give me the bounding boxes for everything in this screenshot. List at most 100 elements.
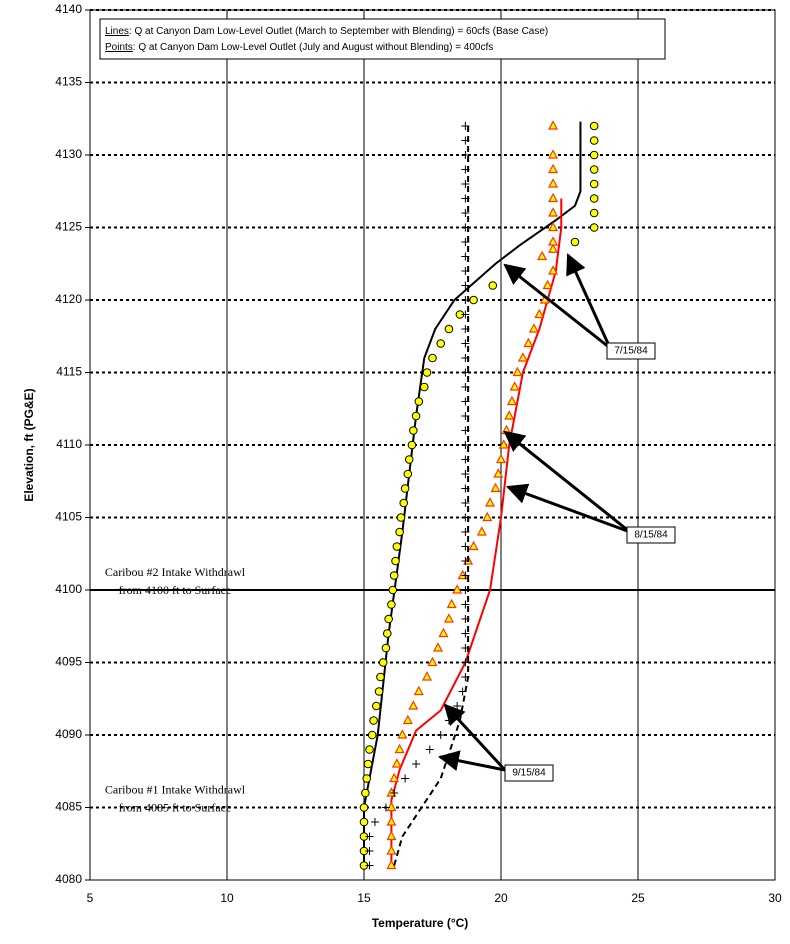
x-axis-label: Temperature (°C) bbox=[372, 916, 469, 930]
circle-point bbox=[411, 411, 421, 421]
circle-point bbox=[389, 571, 399, 580]
profile-line bbox=[390, 198, 563, 866]
circle-point bbox=[372, 701, 381, 711]
plus-point bbox=[461, 557, 470, 565]
plus-point bbox=[461, 238, 470, 246]
triangle-point bbox=[548, 243, 559, 253]
circle-point bbox=[428, 353, 437, 363]
triangle-point bbox=[389, 772, 400, 783]
plus-point bbox=[461, 470, 470, 478]
circle-point bbox=[589, 179, 599, 189]
circle-point bbox=[359, 803, 369, 812]
plus-point bbox=[461, 267, 470, 275]
plus-point bbox=[401, 774, 410, 783]
circle-point bbox=[589, 121, 599, 131]
circle-point bbox=[395, 527, 404, 537]
plus-point bbox=[461, 397, 470, 406]
profile-line bbox=[393, 126, 470, 866]
plus-point bbox=[370, 818, 379, 826]
circle-point bbox=[469, 295, 478, 305]
callout-arrow bbox=[503, 263, 611, 350]
circle-point bbox=[359, 817, 369, 827]
triangle-point bbox=[432, 642, 443, 652]
plus-point bbox=[461, 412, 470, 420]
circle-point bbox=[387, 600, 396, 609]
circle-point bbox=[399, 498, 409, 508]
circle-point bbox=[403, 469, 413, 479]
y-tick-label: 4110 bbox=[56, 437, 82, 451]
circle-point bbox=[382, 629, 392, 638]
plus-point bbox=[461, 368, 470, 377]
triangle-point bbox=[517, 352, 528, 362]
triangle-point bbox=[534, 308, 545, 319]
triangle-point bbox=[509, 381, 520, 391]
y-tick-label: 4080 bbox=[55, 872, 82, 886]
circle-point bbox=[419, 382, 429, 392]
triangle-point bbox=[443, 613, 454, 623]
circle-point bbox=[392, 542, 402, 551]
x-tick-label: 25 bbox=[631, 891, 645, 905]
triangle-point bbox=[548, 163, 559, 174]
x-tick-label: 15 bbox=[357, 891, 371, 905]
y-tick-label: 4085 bbox=[55, 800, 82, 814]
circle-point bbox=[374, 687, 384, 696]
triangle-point bbox=[397, 729, 408, 739]
triangle-point bbox=[413, 685, 424, 696]
legend-entry: Points: Q at Canyon Dam Low-Level Outlet… bbox=[105, 42, 493, 53]
legend-key: Points bbox=[105, 42, 133, 53]
triangle-point bbox=[512, 366, 523, 377]
circle-point bbox=[381, 643, 391, 653]
plot-frame bbox=[89, 9, 776, 881]
triangle-point bbox=[427, 656, 438, 667]
plus-point bbox=[461, 339, 470, 348]
circle-point bbox=[391, 556, 400, 566]
plus-point bbox=[436, 731, 445, 739]
triangle-point bbox=[506, 395, 517, 406]
x-tick-label: 30 bbox=[768, 891, 782, 905]
triangle-point bbox=[394, 743, 405, 754]
triangle-point bbox=[542, 279, 553, 290]
plus-point bbox=[390, 789, 399, 797]
circle-point bbox=[407, 440, 417, 450]
plus-point bbox=[461, 673, 470, 681]
circle-point bbox=[404, 455, 414, 464]
triangle-point bbox=[490, 482, 501, 493]
x-tick-label: 20 bbox=[494, 891, 508, 905]
plus-point bbox=[461, 644, 470, 652]
triangle-point bbox=[386, 845, 397, 855]
y-tick-label: 4140 bbox=[55, 2, 82, 16]
triangle-point bbox=[523, 337, 534, 348]
circle-point bbox=[589, 223, 599, 232]
triangle-point bbox=[548, 236, 559, 246]
plus-point bbox=[461, 571, 470, 580]
plus-point bbox=[461, 658, 470, 667]
triangle-point bbox=[476, 526, 487, 536]
circle-point bbox=[409, 426, 418, 435]
plus-point bbox=[461, 513, 470, 522]
circle-point bbox=[365, 745, 374, 754]
plus-point bbox=[461, 136, 470, 145]
plus-point bbox=[444, 716, 453, 725]
callout-arrow bbox=[506, 483, 631, 534]
legend-box bbox=[99, 18, 666, 60]
legend-text: : Q at Canyon Dam Low-Level Outlet (July… bbox=[133, 42, 493, 53]
reference-label: Caribou #1 Intake Withdrawl bbox=[105, 782, 246, 796]
plus-point bbox=[461, 542, 470, 551]
triangle-point bbox=[457, 569, 468, 580]
callout-box bbox=[606, 342, 656, 360]
triangle-point bbox=[548, 178, 559, 188]
legend-key: Lines bbox=[105, 26, 129, 37]
triangle-point bbox=[548, 221, 559, 232]
circle-point bbox=[361, 788, 370, 798]
callout-label: 7/15/84 bbox=[614, 346, 648, 357]
triangle-point bbox=[386, 816, 397, 826]
plus-point bbox=[461, 252, 470, 261]
circle-point bbox=[400, 484, 410, 493]
circle-point bbox=[388, 585, 398, 595]
plus-point bbox=[461, 484, 470, 493]
callout-arrow bbox=[437, 750, 506, 772]
plus-point bbox=[461, 122, 470, 130]
callout-box bbox=[626, 526, 676, 544]
y-axis-label: Elevation, ft (PG&E) bbox=[22, 388, 36, 501]
